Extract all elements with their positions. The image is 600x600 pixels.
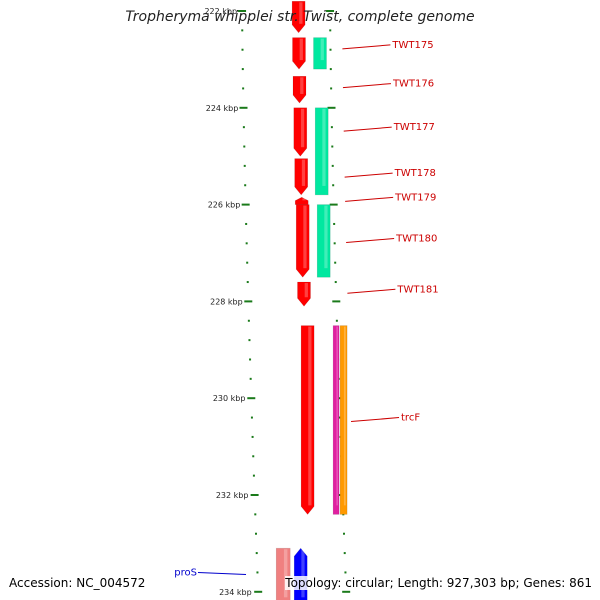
gene-feature-highlight — [301, 159, 306, 186]
gene-feature-highlight — [320, 38, 324, 61]
gene-leader-line — [344, 172, 393, 178]
gene-feature-highlight — [336, 326, 338, 506]
genome-summary: Topology: circular; Length: 927,303 bp; … — [285, 576, 592, 590]
gene-feature-red — [293, 107, 308, 157]
gene-feature-red — [297, 281, 311, 307]
gene-feature-orange — [339, 325, 348, 515]
gene-leader-line — [342, 83, 391, 89]
gene-feature-highlight — [299, 38, 303, 61]
scale-label: 230 kbp — [213, 394, 246, 403]
gene-feature-pink — [275, 547, 291, 600]
gene-feature-highlight — [302, 198, 306, 201]
gene-feature-red — [294, 158, 309, 196]
scale-label: 222 kbp — [204, 7, 237, 16]
gene-feature-teal — [314, 107, 329, 196]
gene-label: proS — [174, 567, 197, 578]
gene-leader-line — [350, 417, 400, 423]
gene-leader-line — [343, 126, 392, 132]
gene-label: TWT180 — [395, 233, 437, 244]
map-title: Tropheryma whipplei str. Twist, complete… — [125, 9, 475, 25]
gene-feature-highlight — [299, 2, 303, 24]
gene-feature-teal — [313, 37, 327, 70]
gene-feature-magenta — [332, 325, 340, 515]
gene-feature-red — [300, 325, 315, 515]
gene-leader-line — [347, 288, 396, 294]
gene-feature-highlight — [322, 108, 326, 186]
gene-feature-highlight — [301, 549, 305, 598]
gene-feature-teal — [316, 204, 331, 278]
scale-label: 228 kbp — [210, 297, 243, 306]
gene-feature-highlight — [300, 77, 304, 94]
gene-label: TWT175 — [391, 40, 433, 51]
gene-label: TWT178 — [394, 168, 436, 179]
gene-label: TWT179 — [394, 192, 436, 203]
accession-label: Accession: NC_004572 — [9, 576, 146, 590]
gene-label: TWT181 — [396, 284, 438, 295]
gene-feature-red — [292, 37, 306, 70]
scale-label: 224 kbp — [206, 104, 239, 113]
gene-leader-line — [345, 196, 394, 202]
gene-feature-highlight — [343, 326, 346, 506]
gene-leader-line — [197, 571, 247, 575]
gene-feature-highlight — [308, 326, 312, 506]
gene-leader-line — [342, 44, 391, 50]
gene-feature-red — [291, 0, 306, 34]
gene-label: TWT177 — [393, 122, 435, 133]
gene-label: TWT176 — [392, 79, 434, 90]
gene-label: trcF — [401, 413, 420, 424]
gene-feature-highlight — [304, 283, 308, 298]
gene-feature-red — [292, 76, 307, 104]
gene-feature-highlight — [303, 205, 307, 269]
gene-feature-blue — [293, 547, 308, 600]
gene-leader-line — [346, 237, 395, 243]
gene-feature-highlight — [324, 205, 328, 269]
scale-label: 226 kbp — [208, 201, 241, 210]
gene-feature-highlight — [300, 108, 305, 148]
scale-label: 232 kbp — [216, 491, 249, 500]
gene-feature-highlight — [283, 549, 288, 598]
gene-feature-red — [295, 204, 310, 278]
scale-label: 234 kbp — [219, 588, 252, 597]
gene-feature-red — [294, 196, 309, 205]
